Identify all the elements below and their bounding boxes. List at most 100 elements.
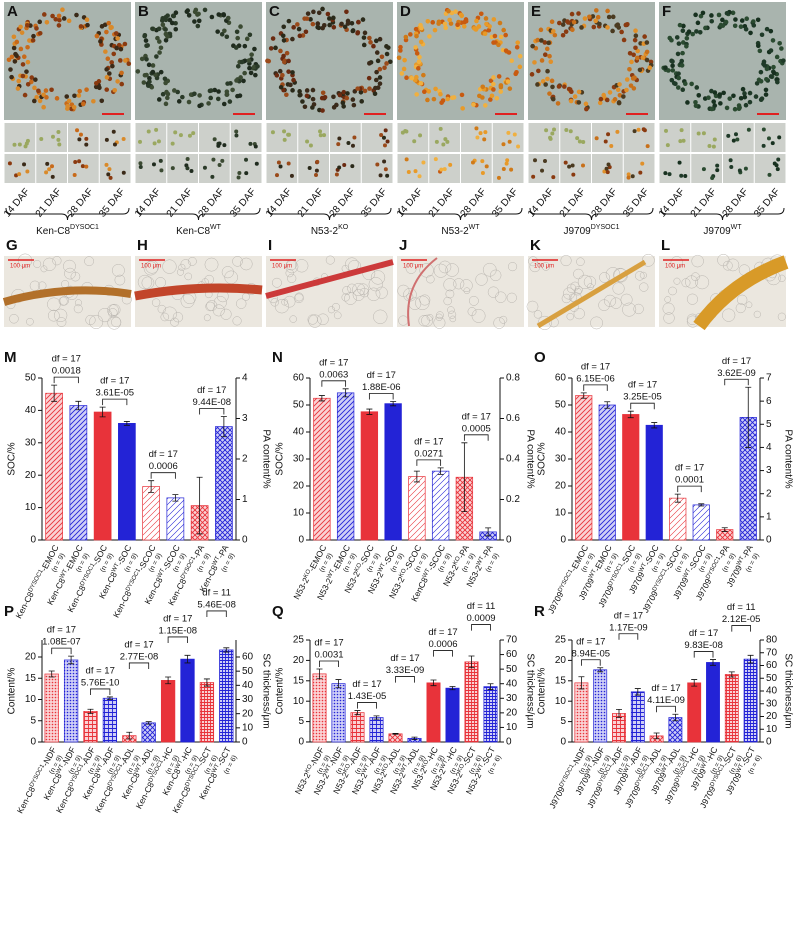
seed	[361, 42, 367, 48]
bar	[331, 683, 346, 743]
seed	[14, 173, 19, 178]
cell	[576, 257, 585, 266]
cell	[448, 310, 457, 319]
cell	[137, 274, 153, 290]
seed	[318, 133, 323, 138]
seed	[759, 32, 765, 38]
seed	[383, 167, 388, 172]
cell	[64, 267, 76, 280]
error-bar	[449, 686, 456, 691]
seed	[617, 93, 623, 98]
seed	[540, 168, 545, 173]
y2-tick-label: 70	[766, 647, 778, 658]
seed	[41, 104, 46, 110]
category-sup: WT	[211, 763, 221, 774]
seed	[170, 141, 175, 146]
seed	[632, 129, 637, 134]
y2-axis-title: SC thickness/μm	[260, 653, 271, 728]
seed	[636, 127, 641, 132]
y2-tick-label: 60	[242, 652, 254, 663]
seed	[459, 92, 465, 98]
bar	[743, 658, 758, 743]
seed	[724, 105, 730, 111]
error-bar	[580, 392, 587, 399]
error-bar	[604, 401, 611, 409]
seed	[416, 66, 421, 71]
seed	[57, 142, 62, 147]
seed	[632, 37, 638, 43]
seed	[575, 136, 580, 141]
p-value: 4.11E-09	[647, 695, 685, 706]
cell	[735, 303, 746, 314]
y-tick-label: 40	[555, 427, 567, 438]
seed	[529, 72, 535, 77]
p-value: 0.0031	[314, 649, 343, 660]
seed	[104, 162, 109, 167]
df-label: df = 17	[390, 653, 419, 664]
seed	[242, 70, 247, 76]
seed	[700, 10, 706, 16]
seed	[379, 54, 385, 60]
seed	[544, 46, 550, 52]
seed	[442, 21, 448, 27]
seed	[163, 37, 169, 43]
seed	[721, 90, 726, 96]
seed	[344, 95, 350, 101]
seed	[78, 24, 84, 29]
seed	[331, 15, 336, 21]
cell	[639, 282, 649, 292]
bracket	[51, 647, 72, 655]
seed	[711, 99, 717, 104]
seed	[684, 43, 689, 49]
category-sup: WT	[735, 763, 745, 774]
seed	[281, 24, 287, 30]
seed	[610, 28, 615, 34]
y2-tick-label: 30	[766, 698, 778, 709]
cell	[373, 309, 388, 324]
df-label: df = 17	[614, 610, 643, 621]
seed	[770, 38, 776, 43]
seed	[84, 17, 90, 23]
seed	[278, 48, 283, 54]
seed	[563, 29, 569, 34]
cell	[294, 293, 304, 304]
seed	[350, 97, 356, 102]
error-bar	[48, 670, 55, 678]
category-name: N53-2	[350, 771, 370, 796]
error-bar	[165, 676, 172, 685]
seed	[538, 27, 544, 33]
y-tick-label: 5	[560, 716, 566, 727]
seed	[570, 163, 575, 168]
bar	[118, 423, 136, 541]
cell	[737, 294, 748, 306]
seed	[637, 67, 643, 73]
seed	[99, 98, 105, 104]
seed	[290, 70, 295, 75]
seed	[8, 67, 13, 72]
category-sup: WT	[399, 762, 409, 773]
y-axis-title: SOC/%	[275, 442, 286, 475]
y2-tick-label: 0.8	[506, 373, 520, 384]
seed	[290, 36, 295, 42]
seed	[246, 58, 252, 63]
panel-letter: I	[268, 237, 272, 254]
cell	[528, 256, 539, 267]
bracket	[471, 624, 491, 631]
seed	[291, 25, 296, 30]
seed	[579, 25, 584, 30]
cell	[317, 313, 329, 326]
bracket	[416, 459, 442, 466]
category-name: J9709	[640, 589, 660, 614]
seed	[235, 63, 241, 69]
seed	[50, 134, 55, 139]
y2-tick-label: 50	[766, 673, 778, 684]
bar	[431, 470, 450, 541]
error-bar	[674, 493, 681, 503]
seed	[412, 77, 418, 83]
seed	[56, 23, 62, 28]
cell	[294, 292, 304, 302]
cell	[283, 295, 296, 308]
y-tick-label: 20	[25, 652, 37, 663]
seed	[552, 127, 557, 132]
seed	[743, 26, 749, 32]
